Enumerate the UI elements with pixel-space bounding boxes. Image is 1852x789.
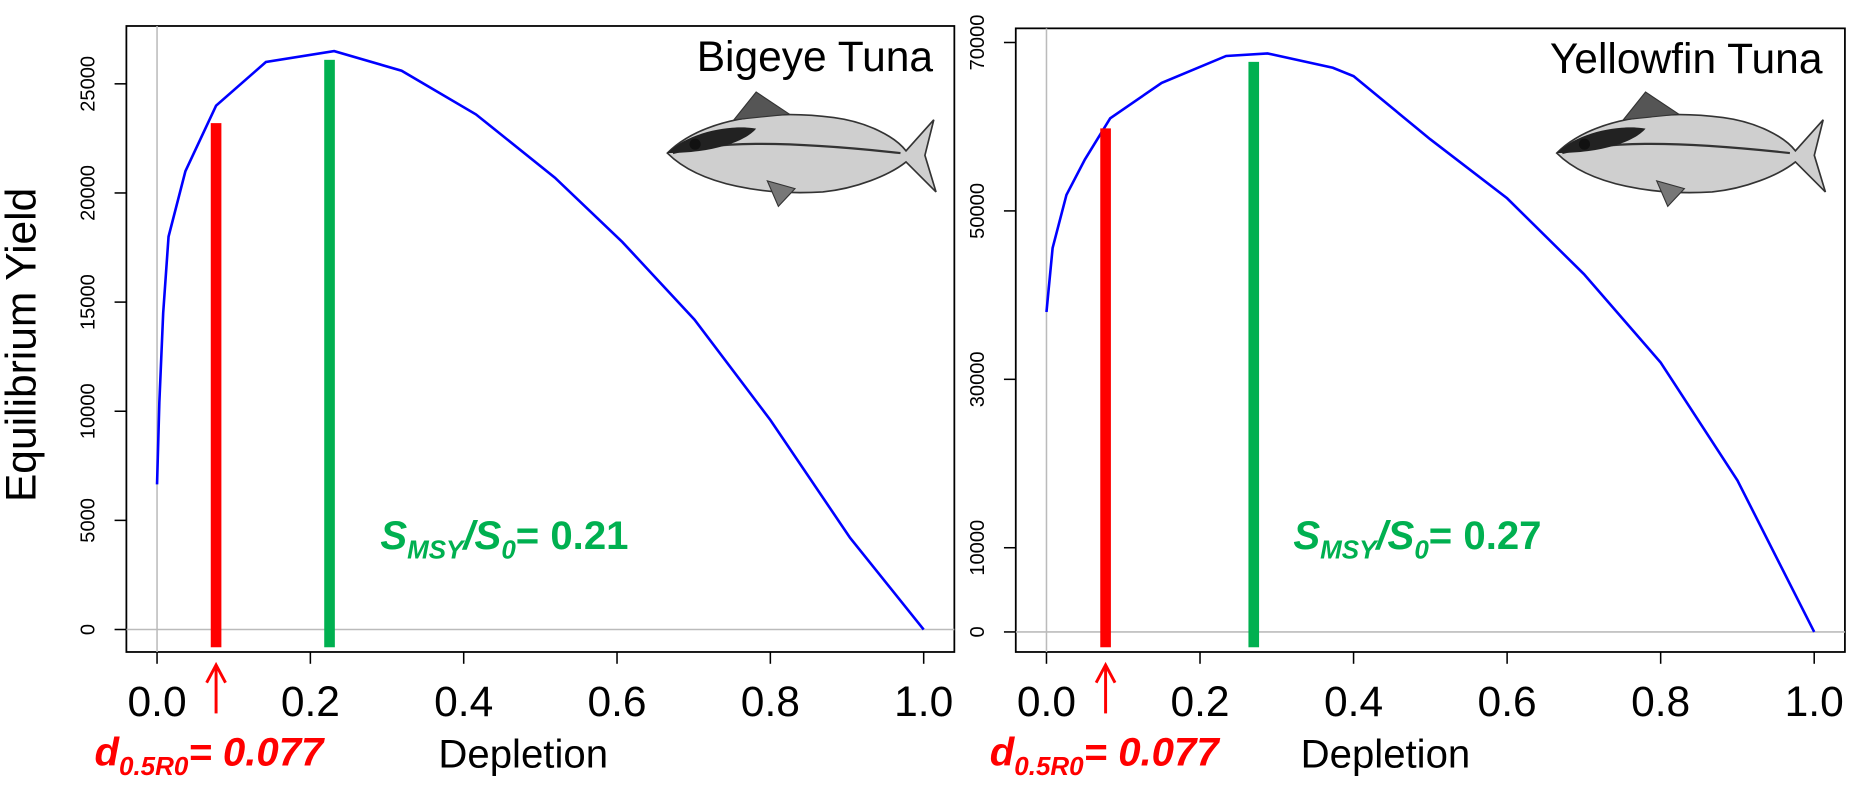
- panel-title: Yellowfin Tuna: [1550, 36, 1823, 83]
- reference-bar: [1248, 61, 1260, 648]
- smsy-annotation: SMSY/S0= 0.21: [380, 513, 628, 564]
- reference-bar: [324, 59, 335, 648]
- annotation-part: MSY: [407, 535, 466, 565]
- y-tick-label: 10000: [77, 383, 99, 439]
- data-line: [1045, 52, 1816, 633]
- plot-frame: [1014, 27, 1846, 653]
- annotation-part: S: [380, 513, 407, 558]
- x-tick-label: 0.8: [1631, 679, 1690, 726]
- y-tick-label: 70000: [967, 15, 989, 71]
- x-axis-label: Depletion: [438, 732, 608, 777]
- y-tick-label: 20000: [77, 165, 99, 221]
- y-tick-label: 5000: [77, 498, 99, 543]
- annotation-part: 0.5R0: [119, 751, 189, 781]
- x-tick-label: 0.0: [127, 679, 186, 726]
- arrow-head: [1094, 661, 1117, 684]
- plot-frame: [125, 25, 956, 653]
- y-tick-label: 25000: [77, 56, 99, 112]
- y-tick-label: 10000: [967, 520, 989, 576]
- fish-illustration: [1555, 90, 1827, 208]
- x-tick-label: 0.8: [741, 679, 800, 726]
- annotation-part: S: [1293, 513, 1320, 558]
- y-axis-label: Equilibrium Yield: [0, 188, 45, 502]
- annotation-part: d: [94, 729, 120, 774]
- x-tick-label: 0.2: [281, 679, 340, 726]
- reference-bar: [1100, 128, 1111, 648]
- annotation-part: 0.5R0: [1014, 751, 1084, 781]
- x-tick-label: 0.6: [1478, 679, 1537, 726]
- x-axis-label: Depletion: [1301, 732, 1471, 777]
- x-tick-label: 0.4: [1324, 679, 1383, 726]
- panel-title: Bigeye Tuna: [697, 34, 934, 81]
- y-tick-label: 30000: [967, 351, 989, 407]
- x-tick-label: 0.0: [1017, 679, 1076, 726]
- x-tick-label: 0.2: [1170, 679, 1229, 726]
- annotation-part: = 0.21: [516, 513, 629, 558]
- annotation-part: /S: [1374, 513, 1414, 558]
- reference-bar: [210, 123, 222, 648]
- annotation-part: = 0.27: [1429, 513, 1542, 558]
- annotation-part: d: [990, 729, 1016, 774]
- annotation-part: 0: [501, 535, 516, 565]
- annotation-part: = 0.077: [1084, 729, 1221, 774]
- x-tick-label: 0.6: [587, 679, 646, 726]
- depletion-annotation: d0.5R0= 0.077: [94, 729, 325, 780]
- smsy-annotation: SMSY/S0= 0.27: [1293, 513, 1541, 564]
- y-tick-label: 15000: [77, 274, 99, 330]
- fish-illustration: [666, 90, 938, 208]
- x-tick-label: 0.4: [434, 679, 493, 726]
- x-tick-label: 1.0: [894, 679, 953, 726]
- annotation-part: /S: [461, 513, 501, 558]
- depletion-annotation: d0.5R0= 0.077: [990, 729, 1221, 780]
- annotation-part: MSY: [1320, 535, 1379, 565]
- y-tick-label: 50000: [967, 183, 989, 239]
- annotation-part: 0: [1414, 535, 1429, 565]
- y-tick-label: 0: [77, 624, 99, 635]
- data-line: [155, 49, 925, 631]
- annotation-part: = 0.077: [188, 729, 325, 774]
- y-tick-label: 0: [967, 626, 989, 637]
- arrow-head: [205, 661, 227, 684]
- x-tick-label: 1.0: [1785, 679, 1844, 726]
